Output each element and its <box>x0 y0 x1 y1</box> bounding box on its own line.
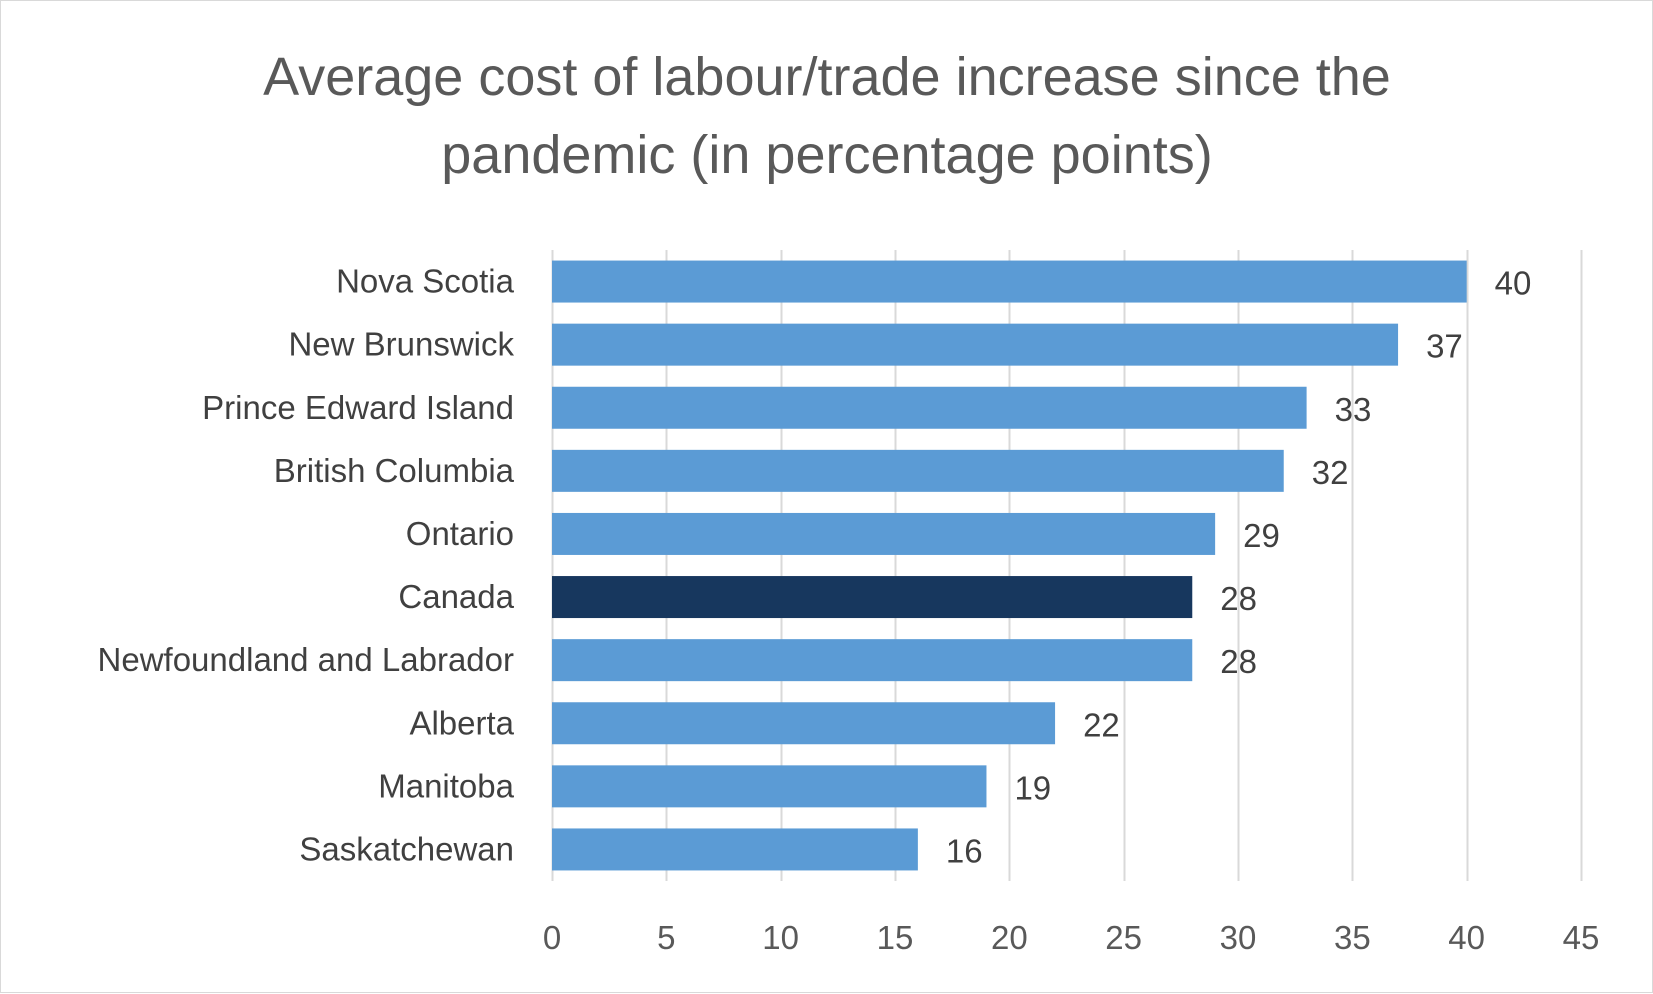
x-tick-label: 45 <box>1563 919 1600 956</box>
bar-newfoundland-and-labrador <box>552 639 1193 682</box>
data-label: 19 <box>1014 769 1051 806</box>
bar-manitoba <box>552 765 987 808</box>
x-tick-label: 35 <box>1334 919 1371 956</box>
data-label: 37 <box>1426 328 1463 365</box>
bar-new-brunswick <box>552 323 1399 366</box>
bar-ontario <box>552 512 1216 555</box>
data-label: 40 <box>1495 265 1532 302</box>
bar-saskatchewan <box>552 828 918 871</box>
category-label: New Brunswick <box>288 326 514 363</box>
category-label: Prince Edward Island <box>202 389 514 426</box>
bar-alberta <box>552 702 1056 745</box>
data-label: 32 <box>1312 454 1349 491</box>
bars <box>552 260 1467 871</box>
category-label: British Columbia <box>274 452 515 489</box>
category-label: Ontario <box>406 515 514 552</box>
bar-nova-scotia <box>552 260 1467 303</box>
category-label: Saskatchewan <box>299 830 514 867</box>
bar-prince-edward-island <box>552 386 1307 429</box>
x-tick-label: 0 <box>543 919 561 956</box>
data-label: 28 <box>1220 643 1257 680</box>
data-label: 29 <box>1243 517 1280 554</box>
x-tick-label: 20 <box>991 919 1028 956</box>
chart-title: Average cost of labour/trade increase si… <box>263 47 1391 185</box>
category-label: Canada <box>398 578 514 615</box>
x-tick-label: 40 <box>1448 919 1485 956</box>
bar-british-columbia <box>552 449 1284 492</box>
data-label: 28 <box>1220 580 1257 617</box>
bar-canada <box>552 576 1193 619</box>
data-labels: 40 37 33 32 29 28 28 22 19 16 <box>946 265 1532 870</box>
category-label: Alberta <box>409 704 514 741</box>
x-tick-label: 30 <box>1220 919 1257 956</box>
data-label: 33 <box>1335 391 1372 428</box>
x-tick-label: 15 <box>877 919 914 956</box>
category-label: Nova Scotia <box>336 263 515 300</box>
x-tick-label: 10 <box>762 919 799 956</box>
category-label: Manitoba <box>378 767 514 804</box>
data-label: 16 <box>946 832 983 869</box>
category-axis: Nova Scotia New Brunswick Prince Edward Is… <box>98 263 515 868</box>
chart-title-line-2: pandemic (in percentage points) <box>441 125 1212 185</box>
category-label: Newfoundland and Labrador <box>98 641 514 678</box>
chart-title-line-1: Average cost of labour/trade increase si… <box>263 47 1391 107</box>
value-axis: 0 5 10 15 20 25 30 35 40 45 <box>543 919 1600 956</box>
x-tick-label: 25 <box>1105 919 1142 956</box>
x-tick-label: 5 <box>657 919 675 956</box>
data-label: 22 <box>1083 706 1120 743</box>
